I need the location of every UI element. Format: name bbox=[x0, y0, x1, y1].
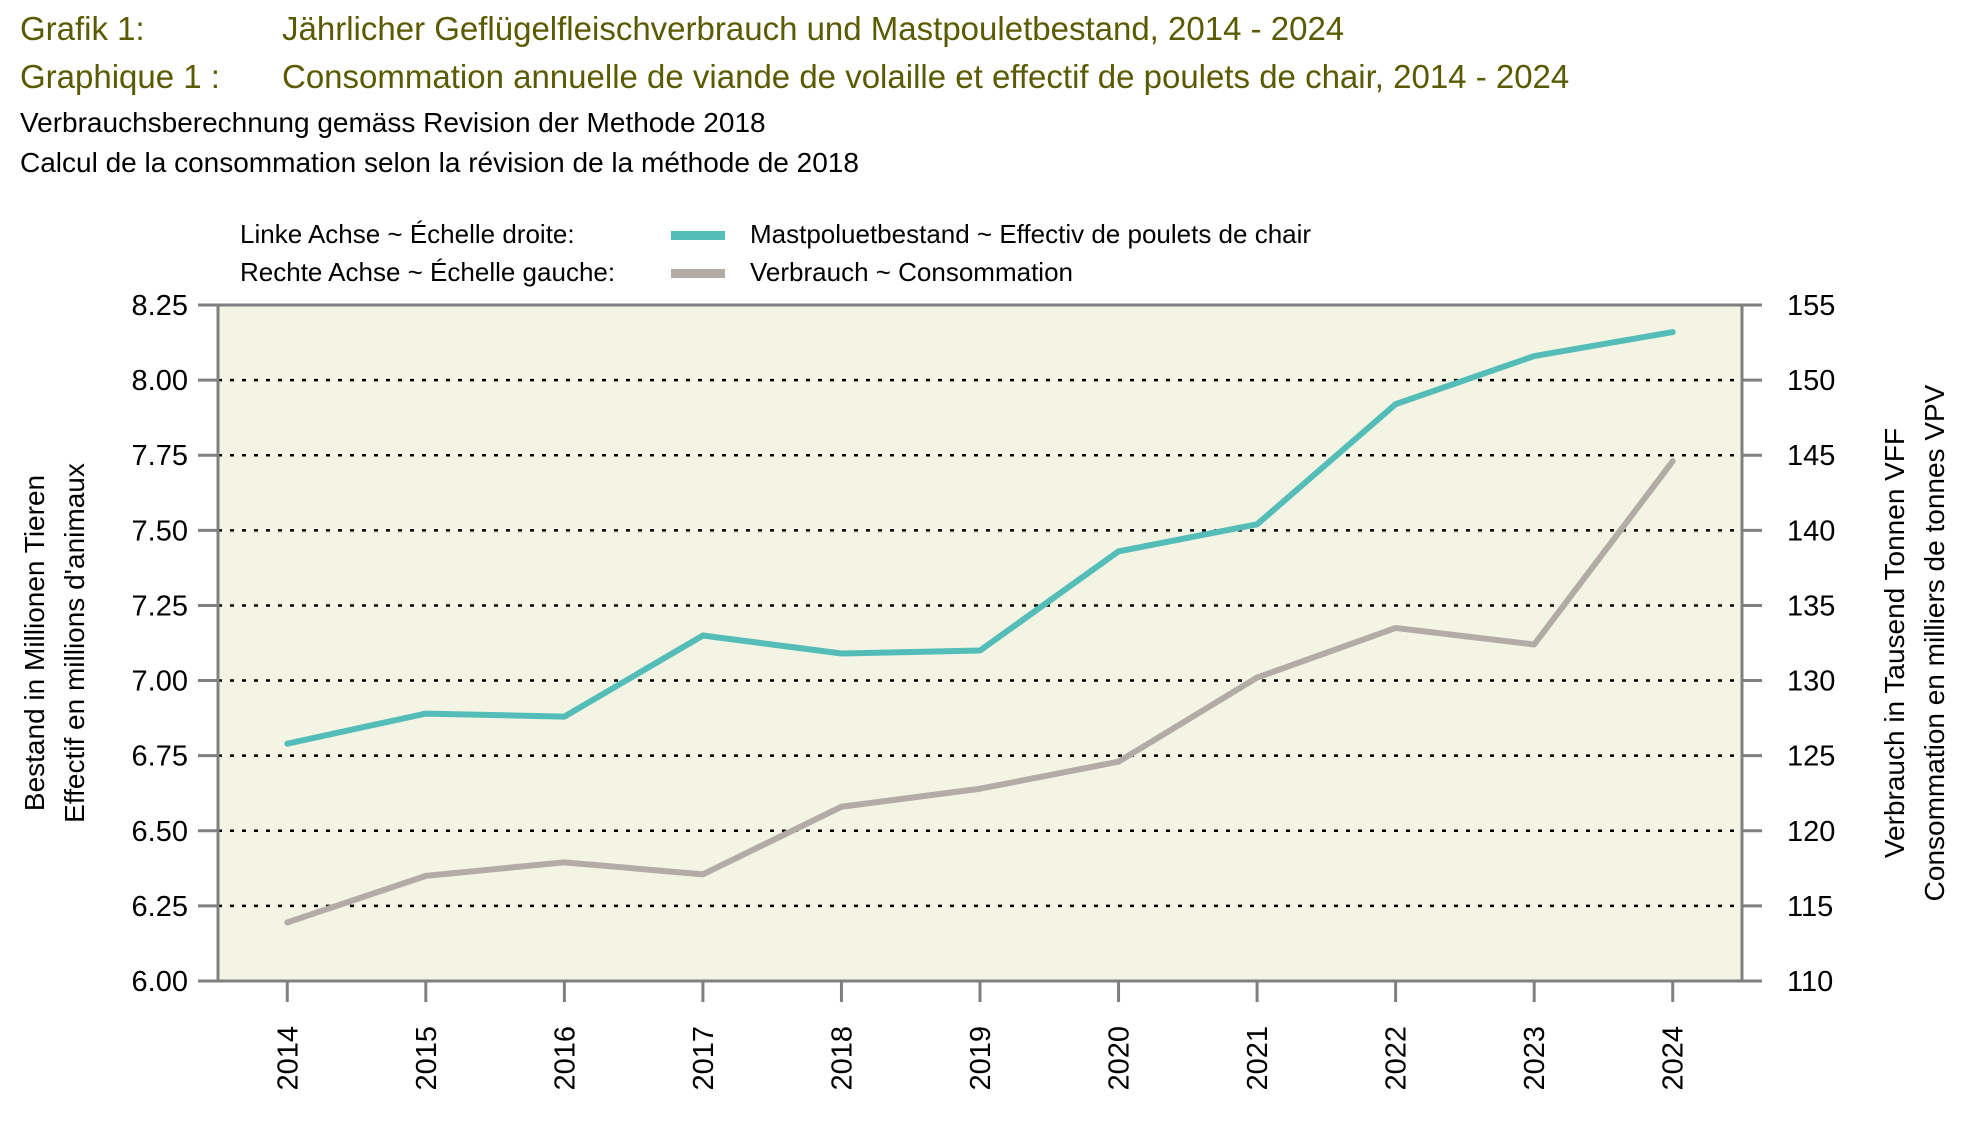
legend-left-axis-label: Linke Achse ~ Échelle droite: bbox=[240, 219, 575, 249]
x-tick-label: 2017 bbox=[688, 1026, 720, 1091]
right-tick-label: 145 bbox=[1787, 440, 1835, 472]
title-fr-number: Graphique 1 : bbox=[20, 58, 220, 95]
series-lines bbox=[284, 329, 1676, 926]
left-tick-label: 7.50 bbox=[132, 515, 188, 547]
right-axis-title-de: Verbrauch in Tausend Tonnen VFF bbox=[1879, 428, 1910, 858]
right-tick-label: 120 bbox=[1787, 816, 1835, 848]
left-tick-label: 7.25 bbox=[132, 590, 188, 622]
right-axis-ticks: 110 115 120 125 130 135 140 145 150 155 bbox=[1742, 290, 1835, 998]
right-tick-label: 110 bbox=[1787, 966, 1833, 998]
left-axis-ticks: 6.00 6.25 6.50 6.75 7.00 7.25 7.50 7.75 8.00 8.25 bbox=[132, 290, 218, 998]
right-tick-label: 135 bbox=[1787, 590, 1835, 622]
left-tick-label: 6.75 bbox=[132, 741, 188, 773]
legend-series1-label: Mastpoluetbestand ~ Effectiv de poulets … bbox=[750, 219, 1312, 249]
x-tick-label: 2022 bbox=[1381, 1026, 1413, 1091]
x-tick-label: 2015 bbox=[411, 1026, 443, 1091]
subtitle-de: Verbrauchsberechnung gemäss Revision der… bbox=[20, 107, 766, 138]
right-tick-label: 140 bbox=[1787, 515, 1835, 547]
x-tick-label: 2021 bbox=[1242, 1026, 1274, 1091]
x-tick-label: 2018 bbox=[826, 1026, 858, 1091]
legend-swatch-teal bbox=[671, 231, 725, 240]
right-axis-title: Verbrauch in Tausend Tonnen VFF Consomma… bbox=[1879, 384, 1950, 901]
title-fr-text: Consommation annuelle de viande de volai… bbox=[282, 58, 1570, 95]
x-tick-label: 2023 bbox=[1519, 1026, 1551, 1091]
title-de-number: Grafik 1: bbox=[20, 10, 145, 47]
x-tick-label: 2020 bbox=[1104, 1026, 1136, 1091]
x-tick-label: 2019 bbox=[965, 1026, 997, 1091]
right-tick-label: 130 bbox=[1787, 666, 1835, 698]
x-tick-label: 2024 bbox=[1658, 1026, 1690, 1091]
x-axis-ticks: 2014 2015 2016 2017 2018 2019 2020 2021 2022 2023… bbox=[272, 981, 1690, 1091]
left-tick-label: 8.25 bbox=[132, 290, 188, 322]
left-tick-label: 6.25 bbox=[132, 891, 188, 923]
right-axis-title-fr: Consommation en milliers de tonnes VPV bbox=[1919, 384, 1950, 901]
left-tick-label: 8.00 bbox=[132, 365, 188, 397]
left-axis-title: Bestand in Millionen Tieren Effectif en … bbox=[19, 463, 90, 823]
x-tick-label: 2014 bbox=[272, 1026, 304, 1091]
right-tick-label: 115 bbox=[1787, 891, 1833, 923]
right-tick-label: 150 bbox=[1787, 365, 1835, 397]
left-axis-title-fr: Effectif en millions d'animaux bbox=[59, 463, 90, 823]
gridlines bbox=[218, 378, 1742, 908]
right-tick-label: 155 bbox=[1787, 290, 1835, 322]
legend-series2-label: Verbrauch ~ Consommation bbox=[750, 257, 1074, 287]
left-tick-label: 6.00 bbox=[132, 966, 188, 998]
right-tick-label: 125 bbox=[1787, 741, 1835, 773]
left-tick-label: 7.00 bbox=[132, 666, 188, 698]
x-tick-label: 2016 bbox=[549, 1026, 581, 1091]
left-axis-title-de: Bestand in Millionen Tieren bbox=[19, 475, 50, 811]
legend-swatch-gray bbox=[671, 269, 725, 278]
title-de-text: Jährlicher Geflügelfleischverbrauch und … bbox=[282, 10, 1345, 47]
subtitle-fr: Calcul de la consommation selon la révis… bbox=[20, 147, 859, 178]
legend-right-axis-label: Rechte Achse ~ Échelle gauche: bbox=[240, 257, 616, 287]
left-tick-label: 7.75 bbox=[132, 440, 188, 472]
left-tick-label: 6.50 bbox=[132, 816, 188, 848]
